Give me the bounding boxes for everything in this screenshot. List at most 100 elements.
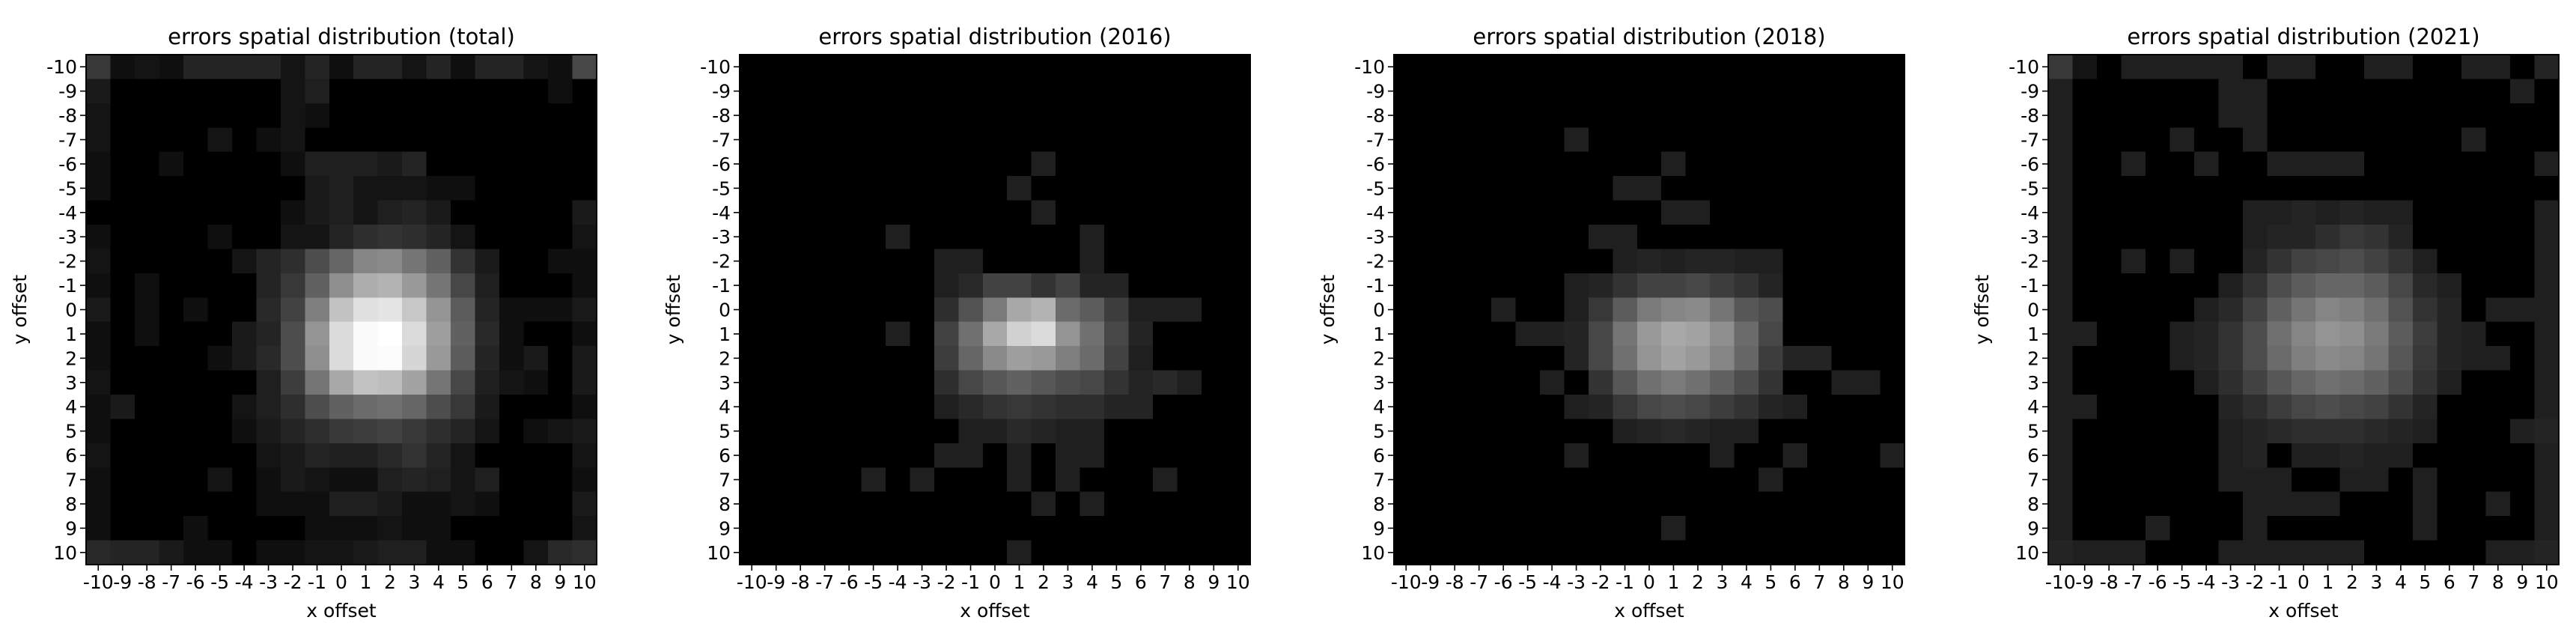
heatmap-cell bbox=[2315, 491, 2341, 517]
y-tick-label: -3 bbox=[712, 226, 731, 248]
heatmap-cell bbox=[740, 127, 765, 153]
heatmap-cell bbox=[885, 200, 910, 225]
heatmap-cell bbox=[1880, 443, 1905, 468]
heatmap-cell bbox=[2534, 273, 2560, 298]
x-tick-label: 6 bbox=[1135, 571, 1147, 593]
heatmap-cell bbox=[2193, 249, 2219, 274]
heatmap-cell bbox=[499, 370, 525, 395]
heatmap-cell bbox=[1418, 297, 1443, 323]
heatmap-cell bbox=[2096, 516, 2122, 541]
heatmap-cell bbox=[2169, 540, 2195, 565]
heatmap-cell bbox=[1734, 200, 1759, 225]
heatmap-cell bbox=[1128, 321, 1154, 347]
heatmap-cell bbox=[1588, 273, 1613, 298]
heatmap-cell bbox=[982, 79, 1008, 104]
heatmap-cell bbox=[2339, 443, 2365, 468]
heatmap-cell bbox=[2193, 225, 2219, 250]
heatmap-cell bbox=[1782, 321, 1808, 347]
y-axis-label: y offset bbox=[9, 275, 31, 345]
heatmap-cell bbox=[764, 273, 789, 298]
heatmap-cell bbox=[134, 176, 160, 201]
heatmap-cell bbox=[1104, 491, 1130, 517]
heatmap-cell bbox=[2096, 346, 2122, 371]
heatmap-cell bbox=[1613, 151, 1638, 177]
heatmap-cell bbox=[836, 151, 862, 177]
heatmap-cell bbox=[1539, 176, 1565, 201]
heatmap-cell bbox=[451, 200, 476, 225]
heatmap-cell bbox=[2339, 176, 2365, 201]
heatmap-cell bbox=[2072, 151, 2098, 177]
heatmap-cell bbox=[1831, 127, 1857, 153]
x-tick-label: -7 bbox=[1470, 571, 1488, 593]
heatmap-cell bbox=[1807, 249, 1833, 274]
heatmap-cell bbox=[2315, 249, 2341, 274]
heatmap-cell bbox=[1442, 540, 1468, 565]
heatmap-cell bbox=[1491, 395, 1516, 420]
heatmap-cell bbox=[2413, 443, 2438, 468]
heatmap-cell bbox=[2242, 249, 2268, 274]
heatmap-cell bbox=[2315, 79, 2341, 104]
heatmap-cell bbox=[1831, 55, 1857, 80]
heatmap-cell bbox=[910, 491, 935, 517]
heatmap-cell bbox=[1007, 55, 1032, 80]
heatmap-cell bbox=[2145, 419, 2170, 444]
heatmap-cell bbox=[1056, 151, 1081, 177]
heatmap-cell bbox=[1856, 516, 1881, 541]
heatmap-cell bbox=[836, 467, 862, 493]
heatmap-cell bbox=[1734, 297, 1759, 323]
heatmap-cell bbox=[1831, 151, 1857, 177]
heatmap-cell bbox=[572, 346, 597, 371]
heatmap-cell bbox=[1734, 225, 1759, 250]
heatmap-cell bbox=[2048, 516, 2074, 541]
heatmap-cell bbox=[836, 225, 862, 250]
heatmap-cell bbox=[2218, 273, 2244, 298]
heatmap-cell bbox=[2121, 419, 2146, 444]
heatmap-cell bbox=[2291, 540, 2316, 565]
heatmap-cell bbox=[861, 127, 886, 153]
heatmap-cell bbox=[2388, 79, 2414, 104]
heatmap-cell bbox=[1613, 346, 1638, 371]
heatmap-cell bbox=[159, 443, 184, 468]
heatmap-cell bbox=[2510, 249, 2536, 274]
heatmap-cell bbox=[1177, 79, 1202, 104]
heatmap-cell bbox=[1202, 370, 1227, 395]
heatmap-cell bbox=[1177, 273, 1202, 298]
heatmap-cell bbox=[885, 273, 910, 298]
heatmap-cell bbox=[1467, 127, 1492, 153]
heatmap-cell bbox=[2315, 321, 2341, 347]
heatmap-cell bbox=[2534, 249, 2560, 274]
heatmap-cell bbox=[885, 443, 910, 468]
heatmap-cell bbox=[1539, 443, 1565, 468]
heatmap-cell bbox=[1782, 151, 1808, 177]
heatmap-cell bbox=[280, 346, 305, 371]
heatmap-cell bbox=[1661, 370, 1687, 395]
heatmap-cell bbox=[353, 273, 379, 298]
heatmap-cell bbox=[2242, 491, 2268, 517]
heatmap-cell bbox=[1613, 297, 1638, 323]
heatmap-cell bbox=[2145, 370, 2170, 395]
heatmap-cell bbox=[499, 225, 525, 250]
heatmap-cell bbox=[1734, 419, 1759, 444]
heatmap-cell bbox=[2096, 370, 2122, 395]
heatmap-cell bbox=[305, 395, 330, 420]
heatmap-cell bbox=[1613, 176, 1638, 201]
heatmap-cell bbox=[1080, 395, 1105, 420]
heatmap-cell bbox=[305, 273, 330, 298]
heatmap-cell bbox=[1564, 200, 1589, 225]
heatmap-cell bbox=[1734, 103, 1759, 128]
heatmap-cell bbox=[1418, 321, 1443, 347]
heatmap-cell bbox=[788, 491, 814, 517]
heatmap-cell bbox=[2413, 370, 2438, 395]
heatmap-cell bbox=[451, 346, 476, 371]
heatmap-cell bbox=[885, 540, 910, 565]
heatmap-cell bbox=[329, 540, 354, 565]
heatmap-cell bbox=[475, 176, 500, 201]
heatmap-cell bbox=[159, 491, 184, 517]
heatmap-cell bbox=[1394, 516, 1419, 541]
heatmap-cell bbox=[1007, 200, 1032, 225]
heatmap-cell bbox=[207, 55, 233, 80]
heatmap-cell bbox=[764, 297, 789, 323]
heatmap-cell bbox=[572, 419, 597, 444]
heatmap-cell bbox=[1588, 491, 1613, 517]
heatmap-cell bbox=[572, 151, 597, 177]
